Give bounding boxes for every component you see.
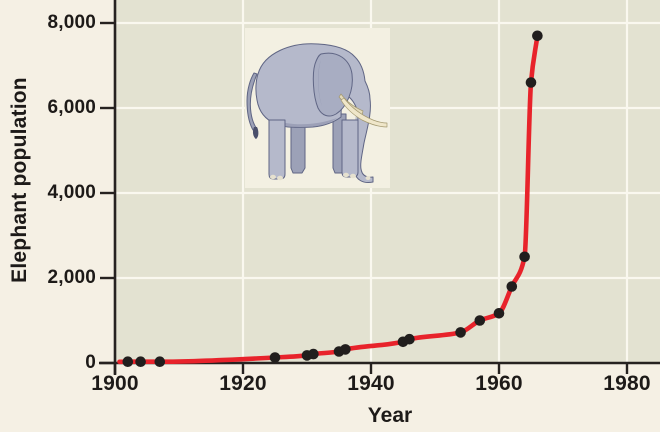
data-point	[525, 77, 537, 88]
elephant-icon	[246, 43, 388, 183]
y-tick-label: 6,000	[47, 97, 96, 118]
data-point	[154, 356, 166, 368]
data-points	[122, 30, 543, 368]
y-tick-label: 4,000	[47, 182, 96, 203]
data-point	[404, 333, 415, 345]
data-point	[506, 281, 518, 292]
data-point	[340, 344, 351, 355]
data-point	[519, 251, 530, 263]
data-point	[474, 315, 486, 326]
x-tick-label: 1940	[347, 372, 395, 395]
x-tick-label: 1980	[603, 372, 651, 395]
data-point	[455, 327, 466, 338]
elephant-tusks	[338, 93, 388, 128]
data-point	[122, 356, 134, 368]
y-tick-label: 0	[85, 352, 96, 373]
data-point	[269, 352, 281, 363]
data-point	[532, 30, 543, 42]
y-tick-label: 2,000	[47, 267, 96, 288]
x-tick-label: 1920	[219, 372, 267, 395]
data-point	[135, 356, 146, 368]
data-point	[308, 348, 319, 360]
x-tick-label: 1900	[91, 372, 139, 395]
elephant-toenails	[270, 172, 371, 181]
x-tick-label: 1960	[475, 372, 523, 395]
elephant-illustration	[245, 28, 390, 188]
y-tick-label: 8,000	[47, 12, 96, 33]
x-axis-title: Year	[367, 404, 413, 427]
data-point	[493, 308, 505, 319]
tick-marks	[100, 21, 629, 374]
